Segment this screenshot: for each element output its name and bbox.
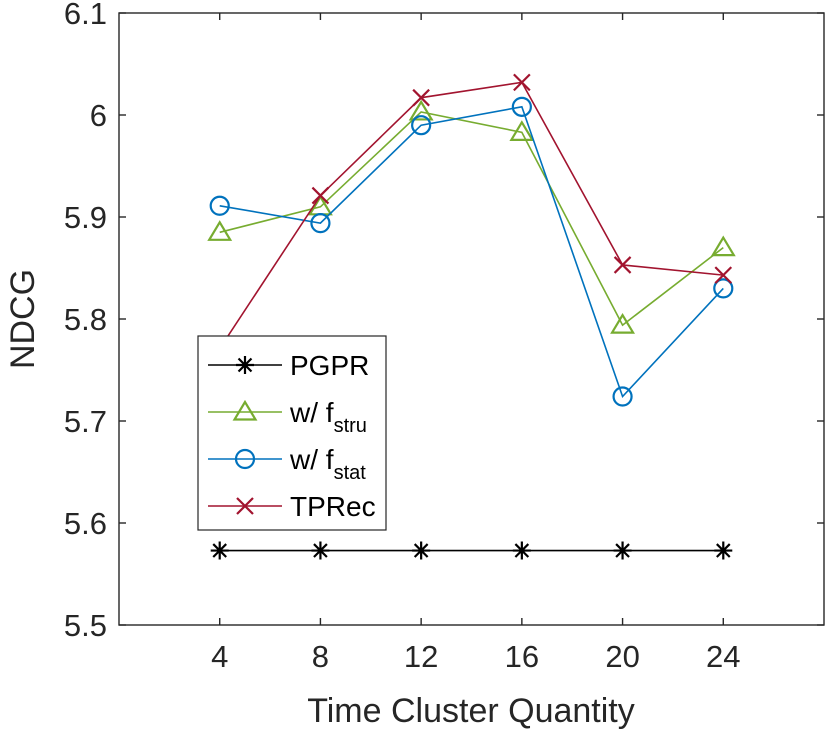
data-point (613, 256, 632, 274)
data-point (311, 541, 330, 560)
y-tick-label: 5.8 (64, 302, 107, 337)
legend-item: TPRec (208, 491, 376, 522)
legend-item: PGPR (208, 350, 369, 381)
series-2 (207, 99, 736, 334)
data-point (412, 541, 431, 560)
x-tick-label: 20 (605, 639, 639, 674)
legend-item: w/ fstat (208, 444, 366, 484)
legend-marker (232, 399, 258, 421)
data-point (612, 386, 633, 407)
y-tick-label: 5.7 (64, 404, 107, 439)
data-point (710, 235, 736, 257)
legend-item: w/ fstru (208, 397, 367, 437)
data-point (310, 213, 331, 234)
legend-marker (236, 356, 254, 374)
legend: PGPR w/ fstru w/ fstat TPRec (197, 335, 387, 531)
x-tick-label: 12 (404, 639, 438, 674)
x-tick-label: 24 (706, 639, 740, 674)
legend-label: PGPR (290, 350, 369, 381)
data-point (610, 312, 636, 334)
series-line (219, 81, 724, 350)
data-point (509, 120, 535, 141)
x-tick-label: 16 (505, 639, 539, 674)
data-point (311, 186, 330, 205)
x-tick-label: 8 (312, 639, 329, 674)
data-point (512, 541, 531, 560)
y-tick-label: 5.9 (64, 200, 107, 235)
data-point (613, 541, 632, 560)
x-axis-label: Time Cluster Quantity (307, 692, 635, 730)
x-tick-label: 4 (211, 639, 228, 674)
y-tick-label: 5.6 (64, 506, 107, 541)
legend-marker (236, 497, 254, 515)
y-tick-label: 6 (90, 98, 107, 133)
series-line (219, 111, 724, 327)
axes-layer: 4 8 12 16 20 24 5.5 5.6 5.7 5.8 5.9 6 6.1 (64, 0, 825, 674)
legend-label: TPRec (290, 491, 376, 522)
data-point (209, 195, 230, 216)
plot-area (119, 13, 824, 625)
data-point (207, 220, 233, 241)
legend-marker (234, 448, 256, 470)
y-tick-label: 5.5 (64, 608, 107, 643)
data-point (513, 73, 531, 92)
data-point (713, 278, 734, 299)
data-point (714, 541, 733, 560)
y-tick-label: 6.1 (64, 0, 107, 31)
data-point (714, 266, 733, 284)
legend-label: w/ fstru (289, 397, 367, 437)
series-1 (210, 541, 733, 560)
legend-box (197, 335, 387, 531)
data-point (411, 115, 432, 136)
data-point (210, 541, 229, 560)
data-point (412, 88, 430, 107)
y-axis-label: NDCG (4, 269, 42, 369)
series-layer (207, 73, 736, 560)
legend-label: w/ fstat (289, 444, 366, 484)
data-point (408, 99, 434, 121)
data-point (511, 96, 532, 117)
